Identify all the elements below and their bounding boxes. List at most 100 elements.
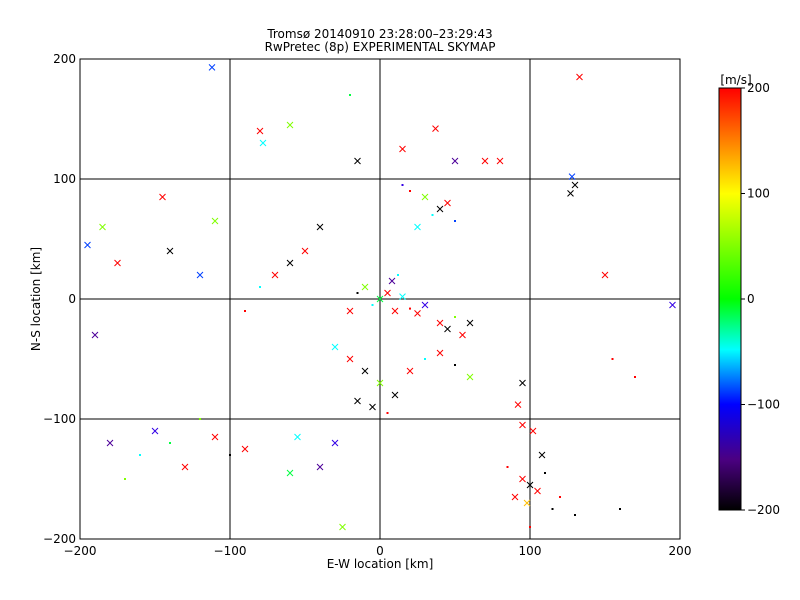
data-point-cross (346, 307, 354, 315)
data-point-dot (259, 286, 261, 288)
data-point-cross (519, 475, 526, 483)
colorbar-tick-label: −200 (747, 503, 780, 517)
y-tick-label: −100 (43, 412, 76, 426)
data-point-dot (401, 184, 404, 186)
x-tick-label: −200 (64, 544, 97, 558)
data-point-cross (286, 259, 294, 267)
data-point-cross (361, 283, 369, 291)
data-point-cross (331, 343, 339, 351)
data-point-cross (436, 319, 444, 327)
data-point-cross (414, 310, 421, 317)
data-point-cross (301, 247, 309, 255)
plot-frame (79, 58, 681, 540)
data-point-cross (211, 217, 219, 225)
data-point-dot (349, 94, 351, 96)
data-points (84, 64, 676, 531)
data-point-dot (634, 376, 636, 378)
data-point-cross (466, 373, 474, 381)
data-point-dot (244, 310, 246, 312)
data-point-dot (356, 292, 359, 294)
data-point-cross (399, 145, 406, 153)
x-axis-ticks: −200 −100 0 100 200 (64, 544, 692, 558)
data-point-cross (538, 451, 546, 459)
x-tick-label: 0 (376, 544, 384, 558)
data-point-dot (409, 307, 411, 310)
data-point-dot (169, 442, 171, 444)
data-point-dot (431, 214, 434, 216)
data-point-cross (391, 391, 399, 399)
data-point-cross (514, 401, 522, 408)
data-point-cross (466, 319, 474, 327)
data-point-cross (354, 157, 361, 165)
data-point-dot (139, 454, 141, 456)
data-point-cross (384, 289, 391, 297)
data-point-cross (529, 427, 537, 435)
data-point-dot (409, 190, 411, 192)
data-point-dot (611, 358, 614, 360)
data-point-cross (414, 223, 421, 231)
data-point-cross (316, 223, 324, 231)
data-point-cross (601, 271, 609, 279)
data-point-cross (519, 421, 526, 429)
data-point-cross (459, 331, 466, 339)
y-axis-ticks: −200 −100 0 100 200 (43, 52, 76, 546)
data-point-cross (432, 125, 439, 132)
y-axis-label: N-S location [km] (29, 247, 43, 351)
data-point-cross (339, 523, 346, 531)
data-point-cross (669, 301, 676, 309)
data-point-cross (444, 325, 451, 333)
data-point-dot (574, 514, 576, 516)
colorbar-tick-label: 100 (747, 187, 770, 201)
data-point-cross (406, 367, 414, 375)
data-point-cross (316, 463, 324, 471)
data-point-cross (361, 367, 369, 375)
data-point-dot (386, 412, 389, 414)
data-point-cross (271, 271, 279, 279)
data-point-cross (196, 271, 204, 279)
data-point-cross (346, 355, 354, 363)
data-point-cross (376, 295, 384, 303)
data-point-cross (576, 73, 583, 81)
data-point-cross (159, 193, 166, 201)
data-point-dot (619, 508, 621, 510)
data-point-cross (208, 64, 216, 71)
y-tick-label: 200 (53, 52, 76, 66)
x-tick-label: 200 (669, 544, 692, 558)
data-point-cross (444, 199, 451, 207)
data-point-cross (496, 157, 504, 165)
chart-subtitle: RwPretec (8p) EXPERIMENTAL SKYMAP (265, 40, 496, 54)
data-point-cross (369, 403, 376, 411)
colorbar (718, 87, 742, 511)
data-point-cross (181, 463, 189, 471)
data-point-cross (376, 379, 384, 387)
data-point-cross (114, 259, 121, 267)
data-point-dot (544, 472, 546, 474)
data-point-cross (451, 157, 459, 165)
data-point-dot (559, 496, 561, 498)
data-point-dot (397, 274, 399, 276)
data-point-cross (568, 173, 576, 180)
colorbar-tick-label: 0 (747, 292, 755, 306)
data-point-cross (523, 499, 531, 507)
data-point-dot (124, 478, 126, 480)
data-point-cross (151, 427, 159, 435)
data-point-cross (481, 157, 489, 165)
data-point-cross (421, 301, 429, 309)
data-point-cross (534, 487, 541, 495)
data-point-cross (388, 277, 396, 285)
data-point-dot (424, 358, 426, 360)
y-tick-label: 100 (53, 172, 76, 186)
data-point-dot (454, 316, 456, 318)
data-point-cross (166, 247, 174, 255)
data-point-cross (436, 205, 444, 213)
data-point-cross (354, 397, 361, 405)
data-point-cross (421, 193, 429, 201)
data-point-cross (259, 139, 267, 147)
data-point-cross (286, 469, 294, 477)
data-point-dot (454, 364, 456, 366)
data-point-cross (84, 241, 91, 249)
data-point-cross (571, 181, 579, 189)
data-point-cross (331, 439, 339, 447)
data-point-cross (436, 349, 444, 357)
